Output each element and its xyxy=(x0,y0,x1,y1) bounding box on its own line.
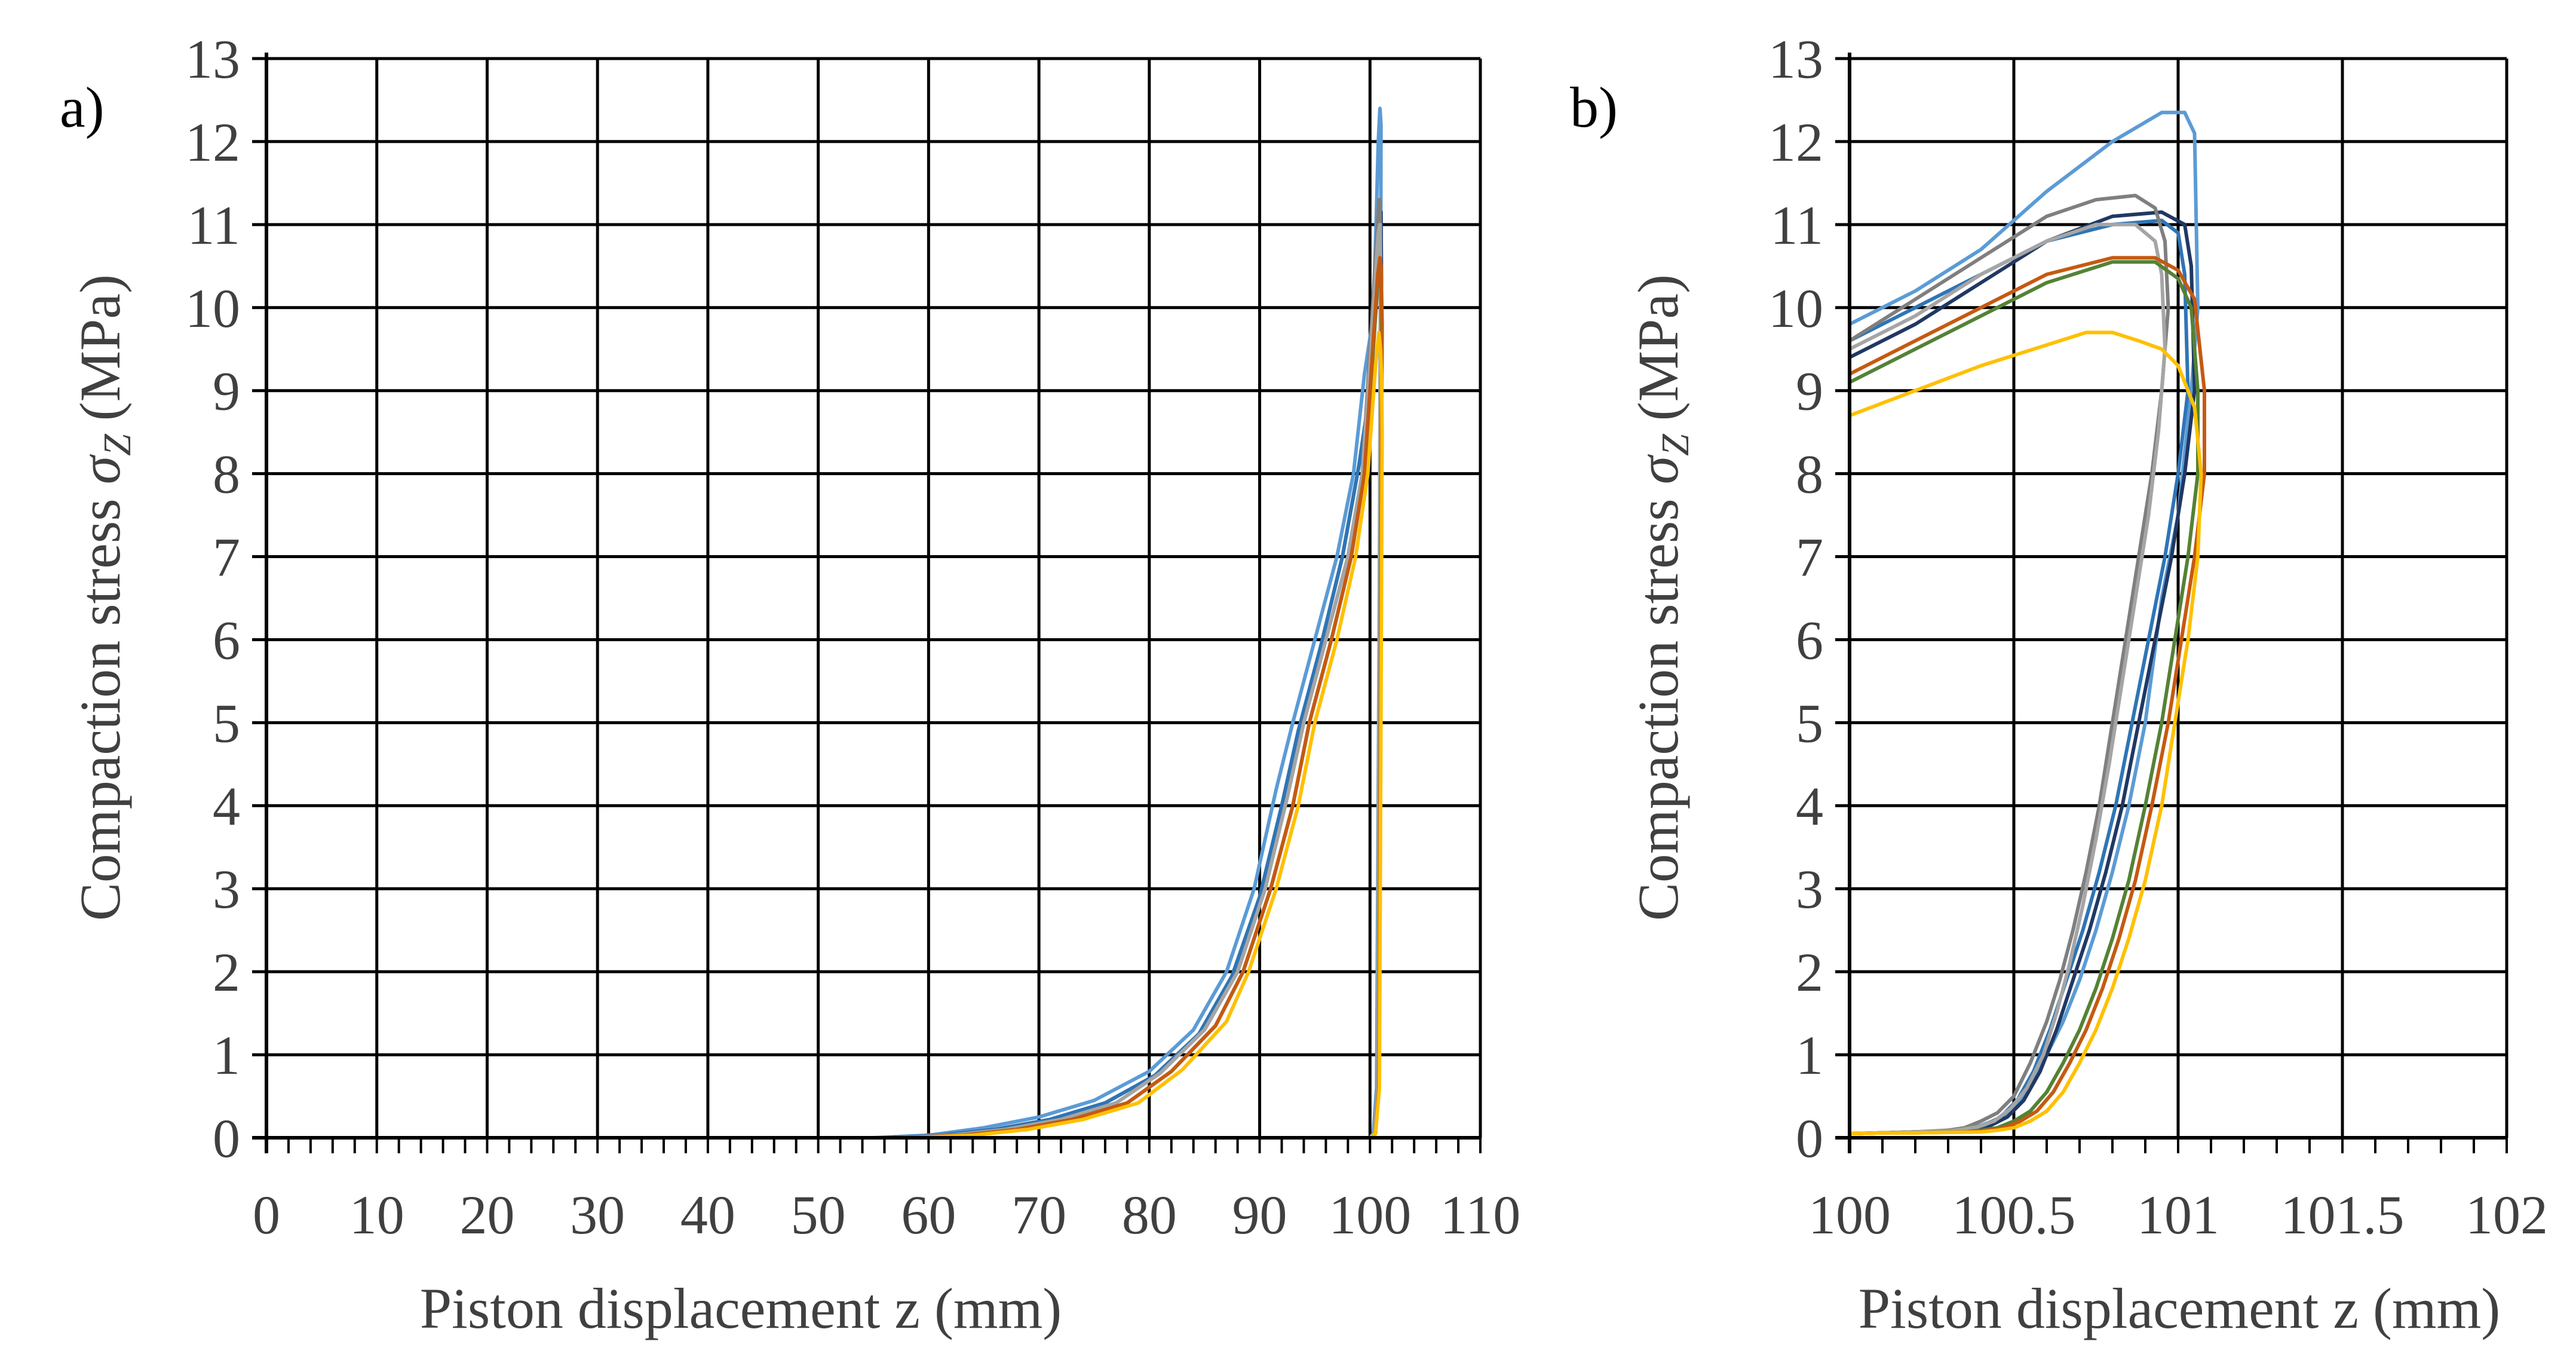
panel-a-x-tick-label: 20 xyxy=(459,1184,514,1245)
panel-a-y-axis-title-unit: (MPa) xyxy=(68,274,132,421)
panel-a-x-tick-label: 90 xyxy=(1232,1184,1287,1245)
panel-b-grid xyxy=(1848,57,2508,1140)
panel-b-axes xyxy=(1835,53,2508,1153)
panel-b-y-tick-label: 13 xyxy=(1768,29,1823,90)
panel-b-y-tick-label: 9 xyxy=(1796,361,1823,422)
panel-a-y-axis-title-text: Compaction stress xyxy=(68,484,132,921)
panel-a-x-tick-label: 50 xyxy=(791,1184,846,1245)
panel-a-y-axis-title: Compaction stress σZ (MPa) xyxy=(68,274,139,921)
panel-b-y-tick-label: 7 xyxy=(1796,527,1823,588)
panel-b-label: b) xyxy=(1570,75,1618,139)
panel-a-x-tick-label: 100 xyxy=(1329,1184,1411,1245)
panel-a-y-tick-label: 11 xyxy=(187,195,240,256)
panel-a-y-tick-label: 3 xyxy=(213,859,240,920)
panel-b-y-axis-title-text: Compaction stress xyxy=(1626,484,1690,921)
panel-a-axes xyxy=(252,53,1482,1153)
panel-b-y-tick-label: 11 xyxy=(1770,195,1823,256)
panel-b-x-tick-label: 101.5 xyxy=(2281,1184,2405,1245)
panel-a-y-tick-label: 1 xyxy=(213,1025,240,1086)
panel-b-x-tick-labels: 100 100.5 101 101.5 102 xyxy=(1808,1184,2548,1245)
panel-a-x-axis-title: Piston displacement z (mm) xyxy=(420,1276,1062,1340)
panel-a-series-curve-7 xyxy=(265,256,1384,1140)
panel-a-x-tick-label: 70 xyxy=(1011,1184,1066,1245)
panel-a-series-curve-5 xyxy=(265,222,1382,1140)
panel-a-y-tick-label: 13 xyxy=(185,29,240,90)
panel-b-series-curve-8 xyxy=(1848,330,2203,1136)
panel-b-y-tick-label: 5 xyxy=(1796,693,1823,754)
panel-a-x-tick-label: 10 xyxy=(349,1184,404,1245)
panel-b-y-tick-label: 1 xyxy=(1796,1025,1823,1086)
panel-b-y-axis-title-unit: (MPa) xyxy=(1626,274,1690,421)
panel-b-y-tick-label: 6 xyxy=(1796,610,1823,670)
panel-b-y-tick-label: 0 xyxy=(1796,1108,1823,1169)
panel-a-series-curve-8 xyxy=(265,330,1384,1140)
panel-a-y-tick-label: 10 xyxy=(185,278,240,339)
panel-a-y-axis-title-symbol: σ xyxy=(68,454,132,484)
panel-b-y-tick-label: 2 xyxy=(1796,942,1823,1003)
panel-b-y-tick-label: 8 xyxy=(1796,444,1823,505)
panel-b-y-tick-label: 3 xyxy=(1796,859,1823,920)
panel-a-x-tick-label: 40 xyxy=(680,1184,735,1245)
panel-a-label: a) xyxy=(60,75,105,139)
panel-b-y-axis-title-symbol: σ xyxy=(1626,454,1690,484)
panel-a: 0 10 20 30 40 50 60 70 80 90 100 110 01234567891011… xyxy=(60,29,1520,1340)
panel-b-y-axis-title: Compaction stress σZ (MPa) xyxy=(1626,274,1697,921)
panel-b-series-curve-4 xyxy=(1848,194,2170,1136)
panel-b-y-tick-label: 4 xyxy=(1796,776,1823,837)
panel-b-x-tick-label: 100.5 xyxy=(1952,1184,2076,1245)
panel-b-y-axis-title-subscript: Z xyxy=(1654,433,1697,456)
panel-a-y-tick-label: 2 xyxy=(213,942,240,1003)
panel-a-y-axis-title-subscript: Z xyxy=(96,433,139,456)
panel-a-series xyxy=(265,106,1384,1140)
panel-a-x-tick-label: 110 xyxy=(1440,1184,1521,1245)
panel-a-y-tick-label: 0 xyxy=(213,1108,240,1169)
panel-b-series-curve-5 xyxy=(1848,222,2167,1136)
panel-a-y-tick-label: 9 xyxy=(213,361,240,422)
panel-a-x-tick-label: 30 xyxy=(570,1184,625,1245)
panel-a-y-tick-label: 8 xyxy=(213,444,240,505)
panel-b-y-tick-label: 12 xyxy=(1768,112,1823,173)
panel-b-x-axis-title: Piston displacement z (mm) xyxy=(1859,1276,2500,1340)
panel-b-y-tick-label: 10 xyxy=(1768,278,1823,339)
panel-a-y-tick-label: 5 xyxy=(213,693,240,754)
panel-b-x-tick-label: 102 xyxy=(2465,1184,2548,1245)
panel-a-y-tick-label: 12 xyxy=(185,112,240,173)
panel-a-x-tick-label: 60 xyxy=(901,1184,956,1245)
panel-a-y-tick-label: 4 xyxy=(213,776,240,837)
panel-a-x-tick-label: 0 xyxy=(253,1184,280,1245)
panel-a-series-curve-1 xyxy=(265,106,1383,1140)
panel-a-y-tick-label: 6 xyxy=(213,610,240,670)
panel-b-x-tick-label: 100 xyxy=(1808,1184,1891,1245)
panel-a-x-tick-labels: 0 10 20 30 40 50 60 70 80 90 100 110 xyxy=(253,1184,1520,1245)
panel-b-x-tick-label: 101 xyxy=(2137,1184,2219,1245)
panel-a-y-tick-label: 7 xyxy=(213,527,240,588)
panel-b-series xyxy=(1848,111,2206,1136)
panel-a-x-tick-label: 80 xyxy=(1122,1184,1177,1245)
